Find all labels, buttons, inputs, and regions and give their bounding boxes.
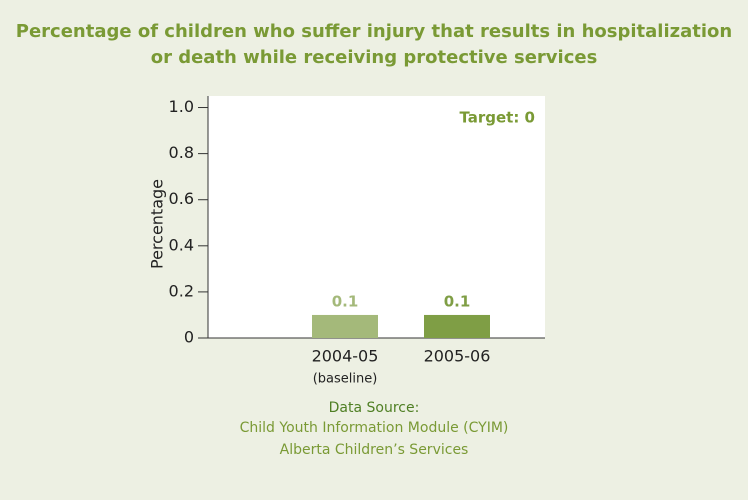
y-tick-label: 0.4 (169, 235, 194, 254)
y-tick-label: 0 (184, 328, 194, 347)
data-label: 0.1 (332, 292, 359, 310)
annotation: Target: 0 (459, 109, 535, 127)
y-tick-label: 0.2 (169, 281, 194, 300)
y-tick-label: 1.0 (169, 97, 194, 116)
bar (424, 314, 490, 338)
y-axis-label: Percentage (148, 179, 167, 269)
source: Child Youth Information Module (CYIM) (240, 420, 509, 436)
y-tick-label: 0.8 (169, 143, 194, 162)
chart-title: or death while receiving protective serv… (151, 47, 598, 68)
x-tick-note: (baseline) (313, 372, 378, 387)
plot-area (208, 96, 545, 338)
y-tick-label: 0.6 (169, 189, 194, 208)
chart-title: Percentage of children who suffer injury… (16, 21, 732, 42)
x-tick-label: 2005-06 (424, 347, 491, 366)
source: Alberta Children’s Services (280, 442, 469, 458)
source-heading: Data Source: (329, 400, 420, 416)
bar (312, 314, 378, 338)
x-tick-label: 2004-05 (312, 347, 379, 366)
data-label: 0.1 (444, 292, 471, 310)
